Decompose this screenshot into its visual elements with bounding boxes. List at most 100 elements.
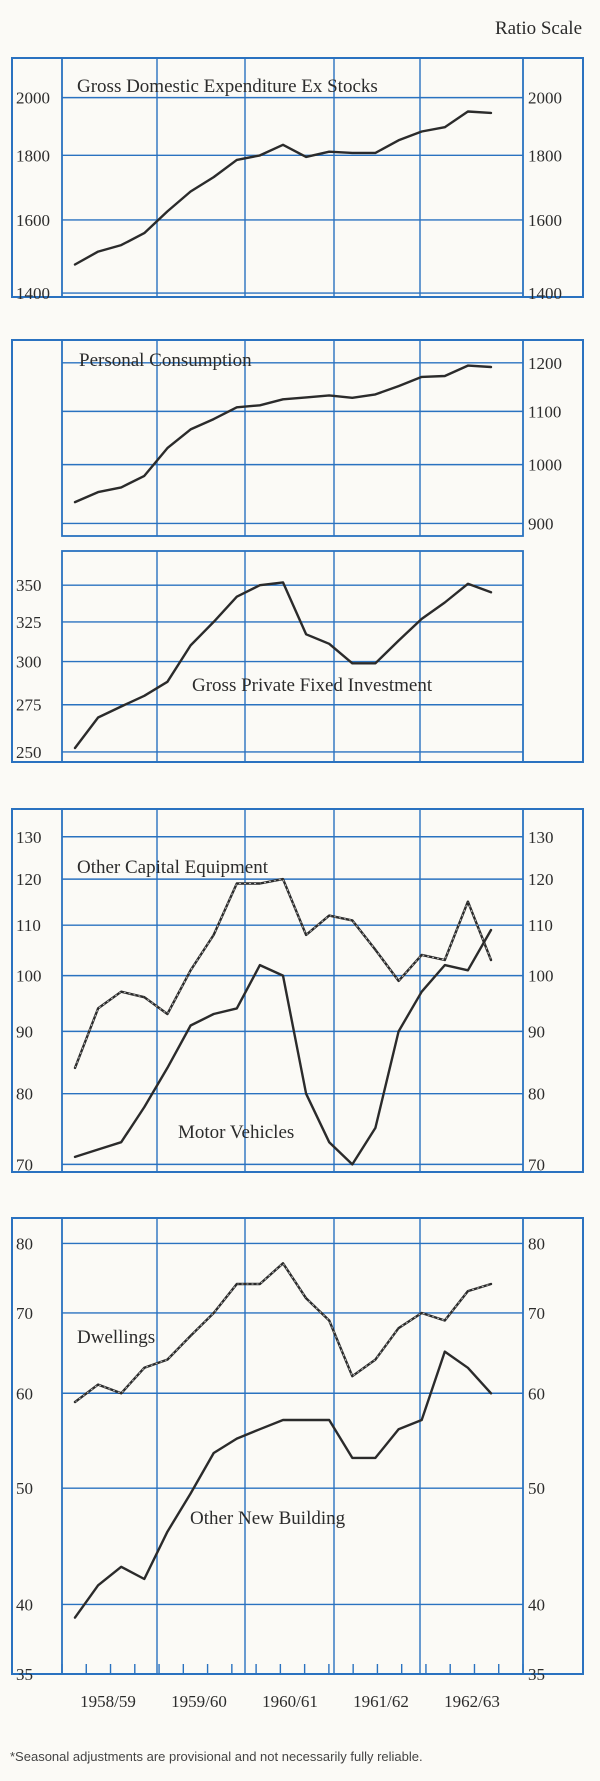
right-tick-label: 900 <box>528 514 554 533</box>
data-point <box>282 398 284 401</box>
data-point <box>328 1319 331 1322</box>
left-tick-label: 110 <box>16 916 41 935</box>
series-line <box>73 1350 493 1619</box>
data-point <box>443 375 446 377</box>
data-point <box>74 1616 76 1619</box>
data-point <box>351 1456 354 1459</box>
data-point <box>166 210 169 213</box>
right-tick-label: 110 <box>528 916 553 935</box>
data-point <box>212 933 215 936</box>
plot-box <box>61 1217 524 1675</box>
data-point <box>305 396 308 399</box>
data-point <box>374 152 377 154</box>
right-tick-label: 70 <box>528 1304 545 1323</box>
data-point <box>74 263 76 266</box>
data-point <box>258 404 261 407</box>
data-point <box>466 582 469 585</box>
data-point <box>328 150 331 153</box>
right-tick-label: 80 <box>528 1085 545 1104</box>
data-point <box>443 1350 446 1353</box>
data-point <box>282 878 284 881</box>
data-point <box>235 1437 238 1440</box>
data-point <box>374 662 377 665</box>
left-tick-label: 60 <box>16 1384 33 1403</box>
data-point <box>443 601 446 604</box>
data-point <box>212 621 215 623</box>
data-point <box>235 159 238 161</box>
left-tick-label: 1400 <box>16 284 50 303</box>
data-point <box>374 393 377 396</box>
data-point <box>305 933 308 936</box>
data-point <box>490 1392 492 1395</box>
right-tick-label: 130 <box>528 828 554 847</box>
data-point <box>282 581 284 584</box>
left-tick-label: 1600 <box>16 211 50 230</box>
x-tick-label: 1960/61 <box>262 1692 318 1711</box>
data-point <box>466 364 469 367</box>
data-point <box>374 1456 377 1459</box>
data-point <box>189 1334 192 1337</box>
right-tick-label: 1200 <box>528 354 562 373</box>
footnote: *Seasonal adjustments are provisional an… <box>10 1749 423 1764</box>
data-point <box>258 1428 261 1431</box>
right-tick-label: 1800 <box>528 146 562 165</box>
left-tick-label: 350 <box>16 576 42 595</box>
data-point <box>351 1163 354 1166</box>
data-point <box>143 474 146 477</box>
left-tick-label: 1800 <box>16 146 50 165</box>
data-point <box>397 1030 400 1033</box>
data-point <box>166 1358 169 1361</box>
chart-title: Personal Consumption <box>79 350 252 371</box>
data-point <box>143 694 146 697</box>
left-tick-label: 80 <box>16 1085 33 1104</box>
data-point <box>420 1312 423 1314</box>
left-tick-label: 275 <box>16 696 42 715</box>
left-tick-label: 40 <box>16 1595 33 1614</box>
data-point <box>258 964 261 967</box>
data-point <box>258 1283 261 1285</box>
data-point <box>120 486 123 489</box>
right-tick-label: 2000 <box>528 89 562 108</box>
data-point <box>374 1358 377 1361</box>
left-tick-label: 120 <box>16 870 42 889</box>
data-point <box>305 1092 308 1095</box>
data-point <box>166 1530 169 1533</box>
left-tick-label: 50 <box>16 1479 33 1498</box>
right-tick-label: 1000 <box>528 456 562 475</box>
data-point <box>466 1290 469 1293</box>
data-point <box>97 1383 100 1386</box>
series-label: Other Capital Equipment <box>77 857 269 878</box>
data-point <box>189 1492 192 1495</box>
series-line-hatching <box>74 878 492 1069</box>
data-point <box>212 176 215 178</box>
data-point <box>235 595 238 598</box>
data-point <box>74 1155 76 1158</box>
right-tick-label: 120 <box>528 870 554 889</box>
data-point <box>282 143 284 146</box>
data-point <box>351 919 354 922</box>
data-point <box>420 953 423 956</box>
right-tick-label: 35 <box>528 1665 545 1684</box>
data-point <box>351 662 354 665</box>
data-point <box>212 1013 215 1015</box>
left-tick-label: 70 <box>16 1155 33 1174</box>
panel-4 <box>11 808 584 1173</box>
data-point <box>166 1013 169 1015</box>
data-point <box>351 396 354 399</box>
chart-title: Gross Domestic Expenditure Ex Stocks <box>77 76 378 97</box>
data-point <box>397 1428 400 1431</box>
data-point <box>328 1419 331 1421</box>
data-point <box>443 126 446 129</box>
data-point <box>143 1106 146 1109</box>
series-line <box>73 581 493 750</box>
data-point <box>328 394 331 397</box>
left-tick-label: 100 <box>16 967 42 986</box>
plot-box <box>61 57 524 298</box>
x-tick-label: 1959/60 <box>171 1692 227 1711</box>
data-point <box>466 900 469 903</box>
data-point <box>490 366 492 368</box>
data-point <box>397 639 400 642</box>
x-tick-label: 1958/59 <box>80 1692 136 1711</box>
